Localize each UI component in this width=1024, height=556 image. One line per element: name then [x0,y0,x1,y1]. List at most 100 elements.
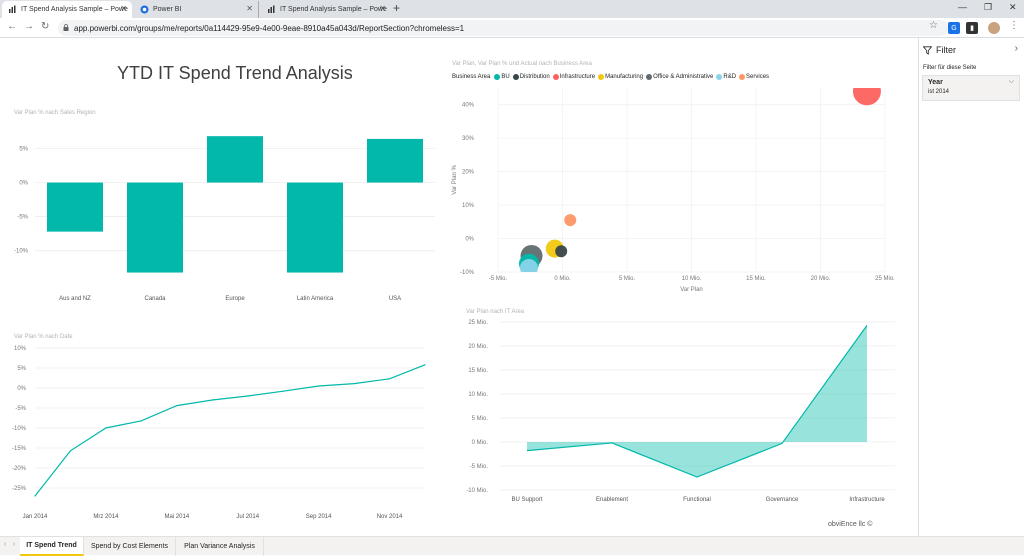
bar-chart-region[interactable]: 5% 0% -5% -10% Aus and NZ Canada Europe Latin A… [0,118,440,308]
y-axis-label: Var Plan % [452,165,458,195]
close-tab-icon[interactable]: ✕ [379,4,386,13]
avatar[interactable] [988,22,1000,34]
browser-tab-report[interactable]: IT Spend Analysis Sample – Powe ✕ [2,1,132,18]
filter-card-year[interactable]: Year ist 2014 ⌵ [922,75,1020,101]
legend-item[interactable]: Services [739,74,769,80]
x-tick-label: Latin America [297,296,334,302]
legend-dot [716,74,723,80]
prev-page-icon[interactable]: ‹ [4,541,7,548]
bar [287,182,343,273]
scatter-point [852,88,881,106]
legend-label: Services [746,74,770,80]
minimize-icon[interactable]: — [958,2,967,12]
back-icon[interactable]: ← [7,21,17,32]
y-tick-label: -5% [17,215,28,221]
area-chart-title: Var Plan nach IT Area [466,309,525,315]
line-point [353,383,355,385]
restore-icon[interactable]: ❐ [984,2,993,12]
scatter-chart-title: Var Plan, Var Plan % und Actual nach Bus… [452,61,592,67]
legend-label: R&D [723,74,737,80]
legend-dot [494,74,501,80]
legend-label: BU [501,74,510,80]
legend-dot [512,74,519,80]
report-canvas: YTD IT Spend Trend Analysis Var Plan % n… [0,38,918,536]
close-tab-icon[interactable]: ✕ [246,4,253,13]
x-tick-label: BU Support [511,497,542,503]
legend-dot [552,74,559,80]
filter-pane: Filter › Filter für diese Seite Year ist… [918,38,1024,536]
filter-field-name: Year [928,79,943,86]
x-tick-label: 25 Mio. [875,276,895,282]
y-tick-label: 5% [19,146,28,152]
line-point [282,390,284,392]
menu-kebab-icon[interactable]: ⋮ [1009,20,1019,31]
legend-item[interactable]: Distribution [512,74,550,80]
legend-item[interactable]: Infrastructure [552,74,596,80]
legend-item[interactable]: R&D [716,74,736,80]
scatter-legend: Business Area BU Distribution Infrastructu… [452,74,772,80]
report-title: YTD IT Spend Trend Analysis [117,63,353,83]
close-tab-icon[interactable]: ✕ [120,4,127,13]
y-tick-label: 0% [19,181,28,187]
chevron-down-icon[interactable]: ⌵ [1008,78,1014,85]
y-tick-label: -10 Mio. [466,488,488,494]
url-field[interactable]: app.powerbi.com/groups/me/reports/0a1144… [58,20,948,36]
forward-icon[interactable]: → [24,21,34,32]
area-fill [527,325,867,478]
bar [127,182,183,273]
y-tick-label: 0% [465,237,474,243]
page-tabs-bar: ‹ › IT Spend Trend Spend by Cost Element… [0,536,1024,556]
x-tick-label: Mai 2014 [164,514,189,520]
x-tick-label: Nov 2014 [377,514,403,520]
scatter-chart-region[interactable]: -5 Mio. 0 Mio. 5 Mio. 10 Mio. 15 Mio. 20 Mio.… [440,86,910,296]
tab-it-spend-trend[interactable]: IT Spend Trend [20,537,84,556]
y-tick-label: 20 Mio. [468,344,488,350]
browser-tab-powerbi[interactable]: Power BI ✕ [134,1,259,18]
tab-plan-variance-analysis[interactable]: Plan Variance Analysis [176,537,264,556]
collapse-filter-icon[interactable]: › [1014,43,1018,54]
browser-tab-bar: IT Spend Analysis Sample – Powe ✕ Power … [0,0,1024,18]
bar [367,138,423,183]
y-tick-label: -5% [15,406,26,412]
y-tick-label: -10% [14,249,29,255]
x-tick-label: Infrastructure [849,497,885,503]
y-tick-label: 30% [462,136,475,142]
y-tick-label: 25 Mio. [468,320,488,326]
legend-label: Distribution [519,74,550,80]
x-tick-label: Canada [144,296,166,302]
scatter-point [564,214,577,227]
line-chart-region[interactable]: 10% 5% 0% -5% -10% -15% -20% -25% Jan 2014 Mrz 20… [0,340,440,526]
filter-icon [923,45,932,55]
x-tick-label: Europe [225,296,245,302]
next-page-icon[interactable]: › [13,541,16,548]
extension-icon[interactable]: ▮ [966,22,978,34]
browser-tab-report-2[interactable]: IT Spend Analysis Sample – Powe ✕ [261,1,391,18]
line-point [69,450,72,452]
new-tab-icon[interactable]: + [393,1,401,15]
x-tick-label: 5 Mio. [619,276,636,282]
legend-title: Business Area [452,74,491,80]
area-chart-region[interactable]: 25 Mio. 20 Mio. 15 Mio. 10 Mio. 5 Mio. 0 Mio.… [440,316,910,506]
x-tick-label: Enablement [596,497,628,503]
x-tick-label: 15 Mio. [746,276,766,282]
legend-item[interactable]: BU [494,74,510,80]
legend-label: Infrastructure [559,74,596,80]
bar [47,182,103,232]
line-point [247,395,249,397]
y-tick-label: 0 Mio. [472,440,489,446]
x-tick-label: Jul 2014 [236,514,259,520]
bar-chart-title: Var Plan % nach Sales Region [14,110,96,116]
y-tick-label: 5% [17,366,26,372]
x-tick-label: Jan 2014 [23,514,48,520]
translate-extension-icon[interactable]: G [948,22,960,34]
reload-icon[interactable]: ↻ [41,21,50,32]
address-bar: ← → ↻ app.powerbi.com/groups/me/reports/… [0,18,1024,38]
x-axis-label: Var Plan [680,287,703,293]
legend-item[interactable]: Office & Administrative [646,74,713,80]
line-point [424,364,426,366]
close-window-icon[interactable]: ✕ [1009,2,1017,12]
bookmark-star-icon[interactable]: ☆ [929,20,938,31]
line-point [105,427,107,429]
tab-spend-by-cost-elements[interactable]: Spend by Cost Elements [84,537,176,556]
legend-item[interactable]: Manufacturing [598,74,643,80]
